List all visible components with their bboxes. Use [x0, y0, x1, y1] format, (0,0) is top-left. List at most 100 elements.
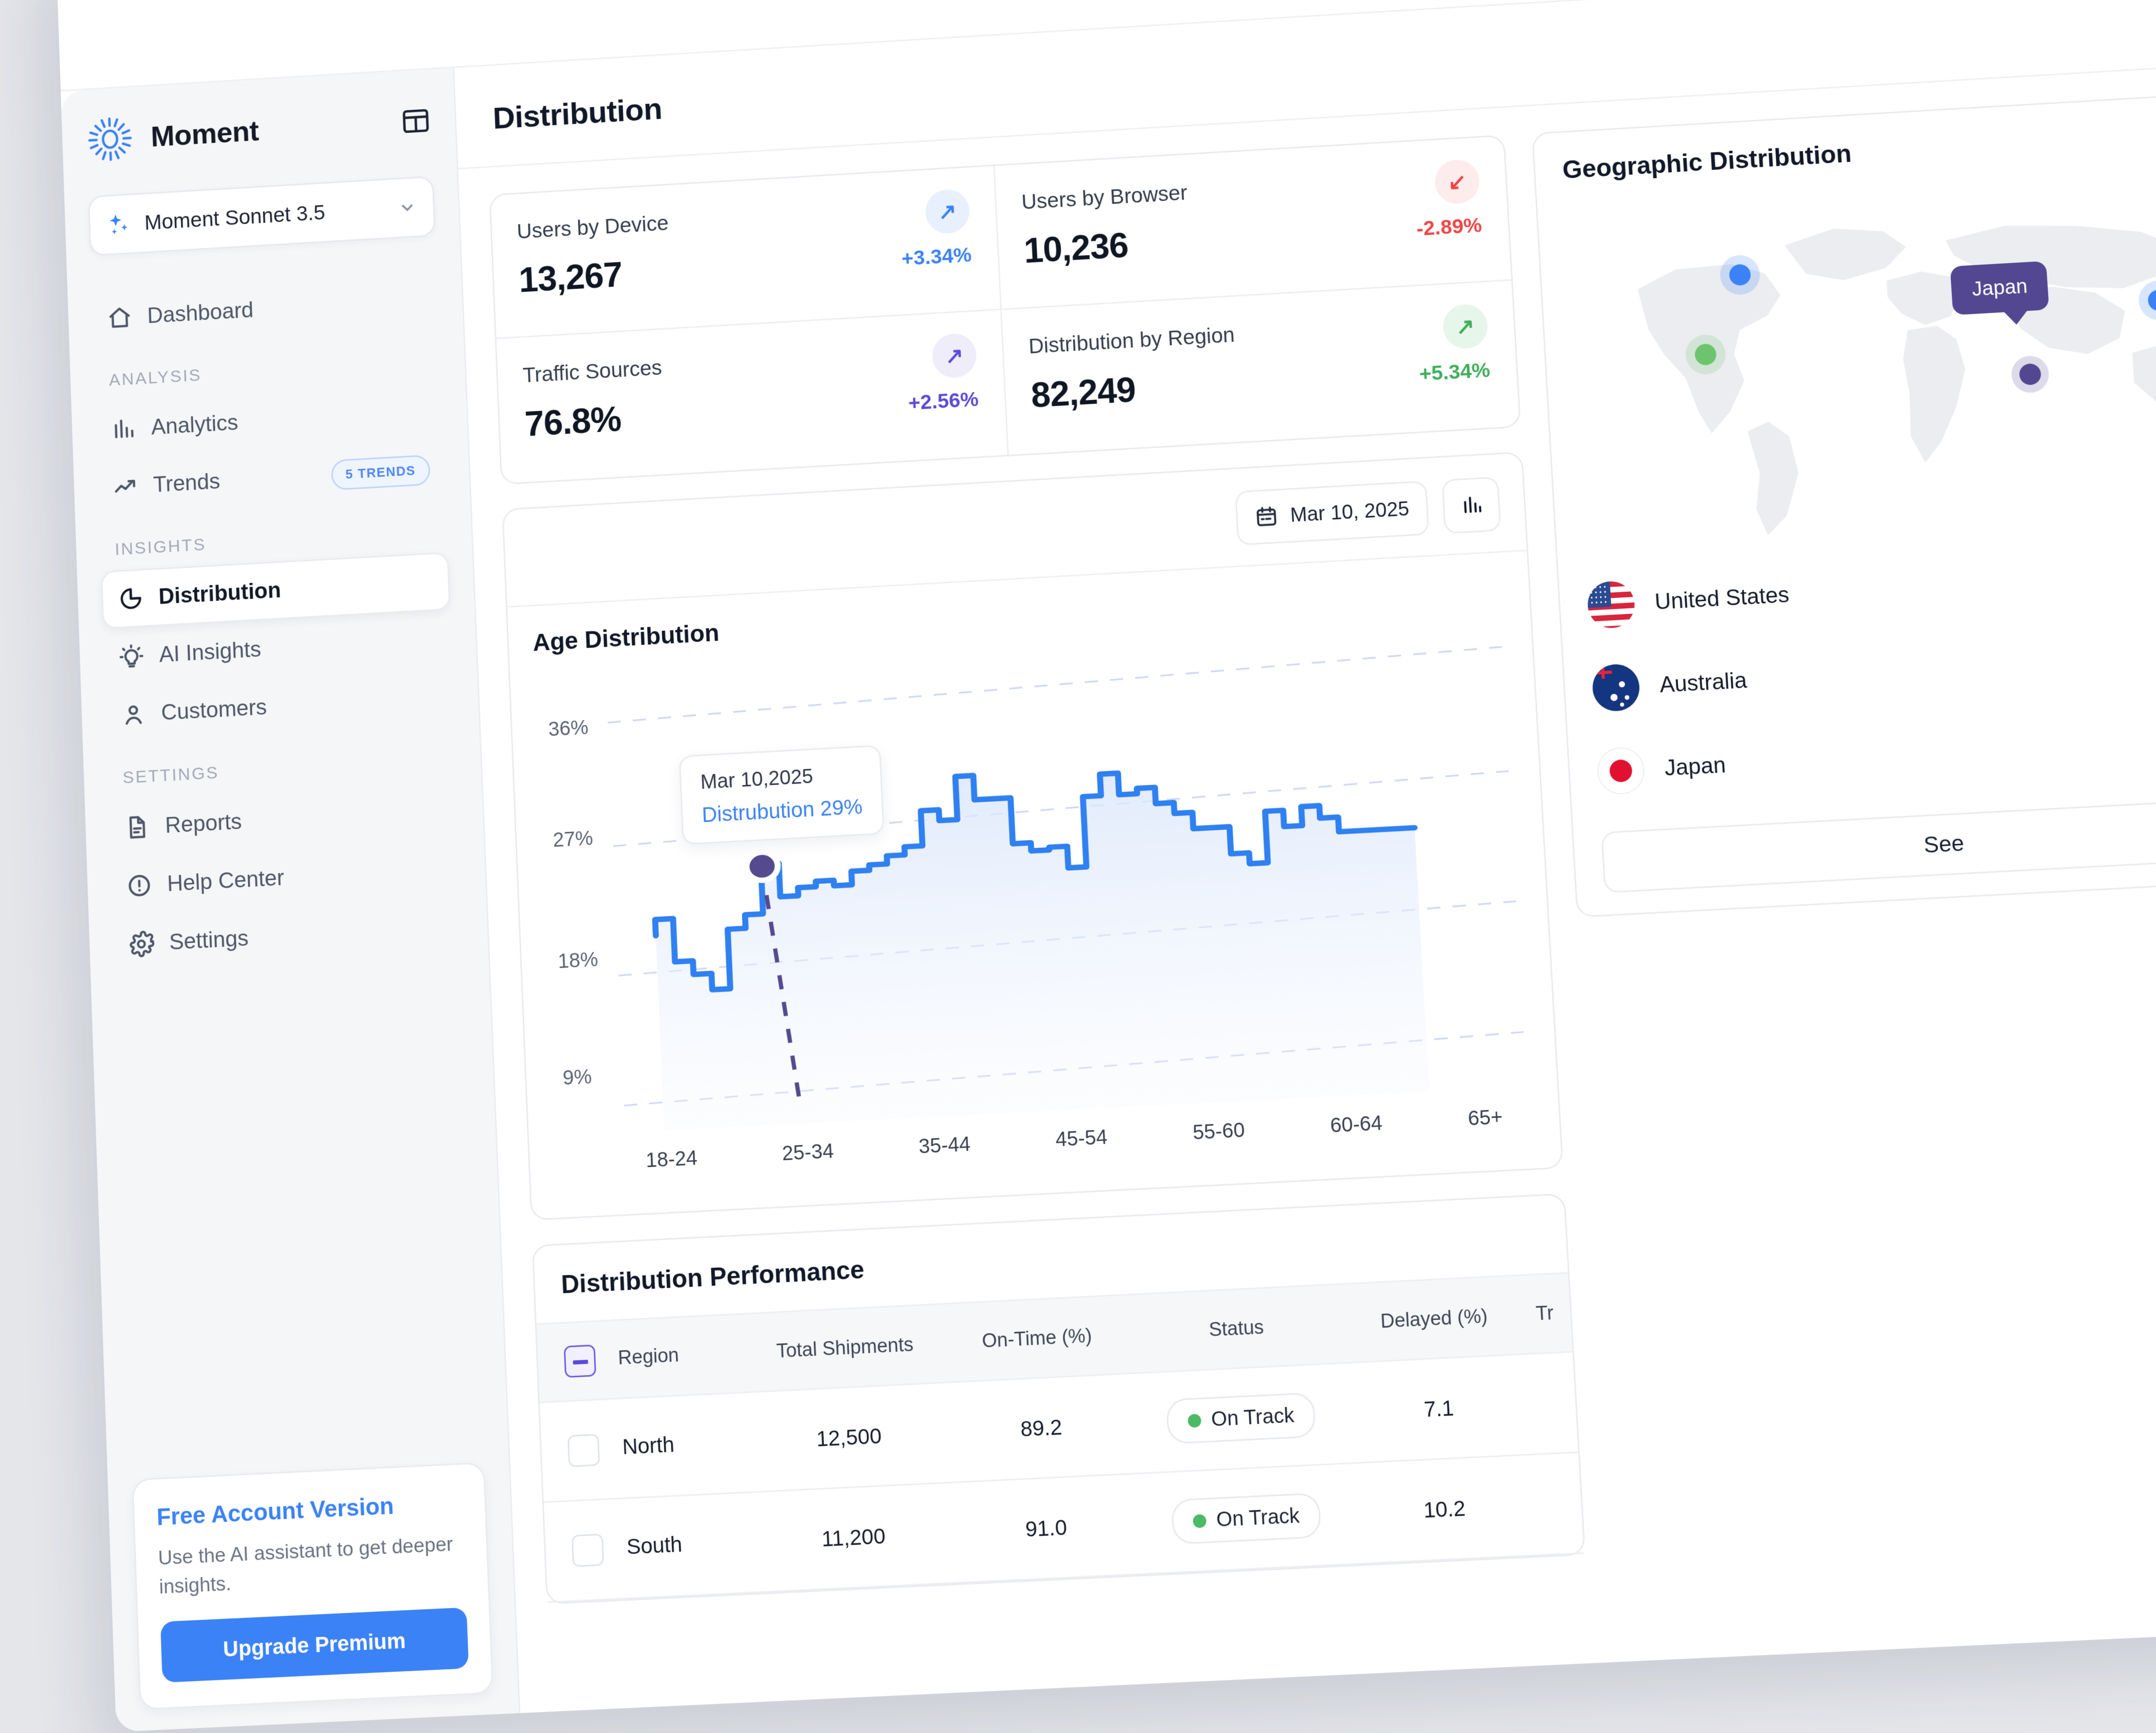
select-all-checkbox[interactable]	[563, 1344, 596, 1378]
status-label: On Track	[1210, 1404, 1295, 1431]
sidebar-item-label: Dashboard	[147, 297, 254, 328]
main-content: Distribution Users by Device 13,267 ↗ +3…	[454, 0, 2156, 1714]
table-header-ontime[interactable]: On-Time (%)	[948, 1295, 1126, 1383]
bar-chart-icon	[110, 416, 137, 443]
tooltip-date: Mar 10,2025	[700, 765, 814, 794]
chart-area-fill	[649, 751, 1429, 1131]
cell-delayed: 10.2	[1356, 1455, 1533, 1564]
gear-icon	[128, 930, 155, 958]
kpi-distribution-by-region[interactable]: Distribution by Region 82,249 ↗ +5.34%	[1002, 281, 1519, 455]
sidebar-section-insights: INSIGHTS	[114, 535, 207, 559]
sidebar-item-label: Analytics	[151, 410, 239, 440]
region-label: North	[621, 1432, 675, 1459]
map-landmasses	[1636, 216, 2156, 536]
row-checkbox[interactable]	[567, 1433, 600, 1467]
upgrade-promo-card: Free Account Version Use the AI assistan…	[132, 1462, 494, 1711]
date-picker-button[interactable]: Mar 10, 2025	[1235, 481, 1430, 546]
cell-delayed: 7.1	[1351, 1354, 1527, 1463]
table-header-trend[interactable]: Tr	[1517, 1272, 1573, 1355]
distribution-performance-table: Region Total Shipments On-Time (%) Statu…	[537, 1272, 1584, 1603]
alert-circle-icon	[126, 872, 153, 899]
table-header-status[interactable]: Status	[1122, 1283, 1351, 1374]
cell-shipments: 12,500	[741, 1382, 957, 1492]
promo-description: Use the AI assistant to get deeper insig…	[158, 1533, 454, 1599]
distribution-performance-card: Distribution Performance Region Total Sh…	[532, 1193, 1586, 1605]
table-header-delayed[interactable]: Delayed (%)	[1347, 1275, 1522, 1363]
trending-up-icon	[112, 473, 139, 500]
document-icon	[124, 813, 151, 841]
world-map-svg	[1636, 216, 2156, 536]
sparkles-icon	[109, 214, 128, 235]
see-all-button[interactable]: See	[1601, 795, 2156, 894]
region-label: South	[626, 1531, 683, 1559]
country-progress-fill	[1665, 752, 2156, 781]
model-selector[interactable]: Moment Sonnet 3.5	[88, 176, 436, 256]
chart-marker-point	[746, 851, 779, 881]
promo-title: Free Account Version	[156, 1492, 395, 1530]
kpi-delta: -2.89%	[1415, 213, 1483, 241]
kpi-delta: +5.34%	[1418, 358, 1491, 386]
chevron-down-icon	[397, 197, 418, 218]
country-name: United States	[1654, 582, 1790, 615]
kpi-title: Users by Browser	[1021, 181, 1188, 214]
cell-trend	[1527, 1452, 1584, 1556]
kpi-delta: +3.34%	[901, 243, 972, 270]
sidebar-item-label: Trends	[153, 469, 221, 497]
sidebar-section-settings: SETTINGS	[122, 763, 220, 787]
cell-trend	[1521, 1352, 1579, 1455]
country-name: Japan	[1663, 752, 1727, 781]
sidebar-item-dashboard[interactable]: Dashboard	[91, 270, 440, 348]
chart-tooltip: Mar 10,2025 Distrubution 29%	[679, 744, 885, 845]
status-dot-icon	[1192, 1513, 1207, 1528]
moment-logo-icon	[85, 114, 135, 165]
tooltip-value: Distrubution 29%	[701, 794, 863, 827]
kpi-title: Traffic Sources	[522, 355, 663, 387]
brand-name: Moment	[150, 114, 260, 153]
upgrade-premium-button[interactable]: Upgrade Premium	[160, 1607, 469, 1683]
kpi-users-by-device[interactable]: Users by Device 13,267 ↗ +3.34%	[490, 166, 1002, 339]
sidebar-item-label: Help Center	[167, 865, 285, 897]
cell-status: On Track	[1125, 1362, 1356, 1474]
country-row-japan[interactable]: Japan	[1596, 712, 2156, 796]
table-header-shipments[interactable]: Total Shipments	[738, 1303, 952, 1393]
chart-type-button[interactable]	[1441, 476, 1501, 534]
age-distribution-chart[interactable]: 36% 27% 18% 9%	[510, 614, 1560, 1176]
sidebar-item-label: Distribution	[158, 577, 281, 609]
calendar-icon	[1254, 504, 1279, 529]
country-name: Australia	[1659, 668, 1748, 698]
kpi-title: Distribution by Region	[1028, 322, 1235, 358]
row-checkbox[interactable]	[571, 1533, 604, 1567]
kpi-traffic-sources[interactable]: Traffic Sources 76.8% ↗ +2.56%	[496, 310, 1009, 484]
status-dot-icon	[1187, 1413, 1202, 1428]
country-progress-track	[1665, 748, 2156, 781]
toggle-panel-icon[interactable]	[400, 105, 432, 137]
sidebar-item-label: AI Insights	[159, 637, 262, 667]
app-window: Search 1 Momen	[55, 0, 2156, 1732]
chart-svg	[540, 636, 1529, 1131]
kpi-delta: +2.56%	[908, 387, 979, 415]
cell-shipments: 11,200	[746, 1482, 962, 1593]
bar-chart-icon	[1458, 493, 1484, 518]
y-tick-18: 18%	[557, 948, 599, 973]
brand: Moment	[85, 96, 432, 165]
flag-us-icon	[1586, 580, 1636, 630]
y-tick-9: 9%	[562, 1065, 592, 1090]
country-row-australia[interactable]: Australia	[1591, 628, 2156, 713]
map-pins	[1684, 254, 2156, 394]
flag-au-icon	[1591, 663, 1641, 713]
column-label: Region	[617, 1344, 680, 1369]
geographic-distribution-card: Geographic Distribution	[1531, 90, 2156, 918]
trends-badge: 5 TRENDS	[330, 454, 431, 491]
kpi-users-by-browser[interactable]: Users by Browser 10,236 ↙ -2.89%	[995, 136, 1512, 310]
sidebar-item-label: Customers	[161, 695, 268, 725]
sidebar: Moment Moment Sonnet 3.5 Dashboard ANAL	[60, 68, 521, 1732]
cell-region: South	[543, 1492, 751, 1602]
world-map[interactable]: Japan	[1547, 159, 2156, 572]
kpi-title: Users by Device	[516, 211, 669, 244]
y-tick-27: 27%	[552, 827, 594, 852]
status-label: On Track	[1216, 1504, 1300, 1531]
kpi-card-grid: Users by Device 13,267 ↗ +3.34% Users by…	[489, 134, 1521, 485]
table-header-region[interactable]: Region	[537, 1314, 742, 1403]
cell-status: On Track	[1130, 1463, 1362, 1574]
sidebar-item-label: Reports	[165, 809, 243, 838]
